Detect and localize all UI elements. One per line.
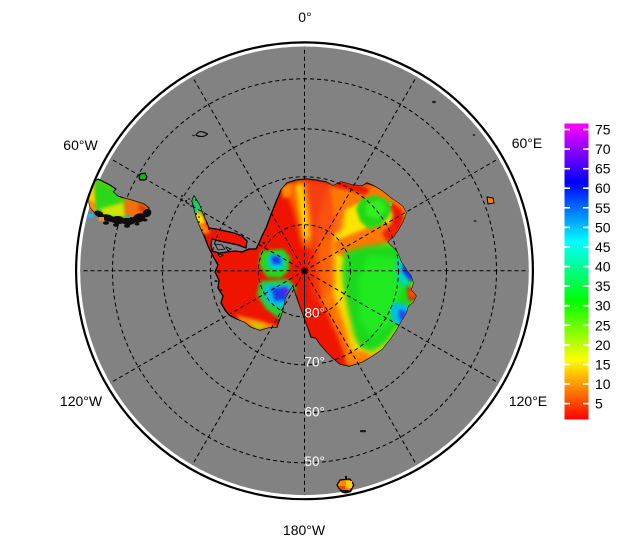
svg-text:0°: 0° (298, 9, 311, 25)
svg-text:15: 15 (595, 357, 611, 373)
svg-text:45: 45 (595, 239, 611, 255)
svg-text:50°: 50° (305, 454, 325, 469)
svg-text:60: 60 (595, 180, 611, 196)
svg-text:65: 65 (595, 161, 611, 177)
svg-text:60°: 60° (305, 405, 325, 420)
svg-text:5: 5 (595, 396, 603, 412)
svg-text:20: 20 (595, 337, 611, 353)
svg-text:35: 35 (595, 278, 611, 294)
svg-text:30: 30 (595, 298, 611, 314)
svg-text:120°W: 120°W (60, 393, 103, 409)
svg-text:120°E: 120°E (509, 393, 547, 409)
svg-text:180°W: 180°W (283, 522, 326, 538)
svg-text:60°E: 60°E (512, 135, 543, 151)
svg-text:70: 70 (595, 141, 611, 157)
svg-text:70°: 70° (305, 355, 325, 370)
svg-text:40: 40 (595, 259, 611, 275)
svg-text:10: 10 (595, 376, 611, 392)
svg-text:50: 50 (595, 219, 611, 235)
svg-text:75: 75 (595, 122, 611, 138)
svg-text:55: 55 (595, 200, 611, 216)
svg-text:60°W: 60°W (63, 137, 98, 153)
svg-text:25: 25 (595, 317, 611, 333)
svg-text:80°: 80° (305, 306, 325, 321)
